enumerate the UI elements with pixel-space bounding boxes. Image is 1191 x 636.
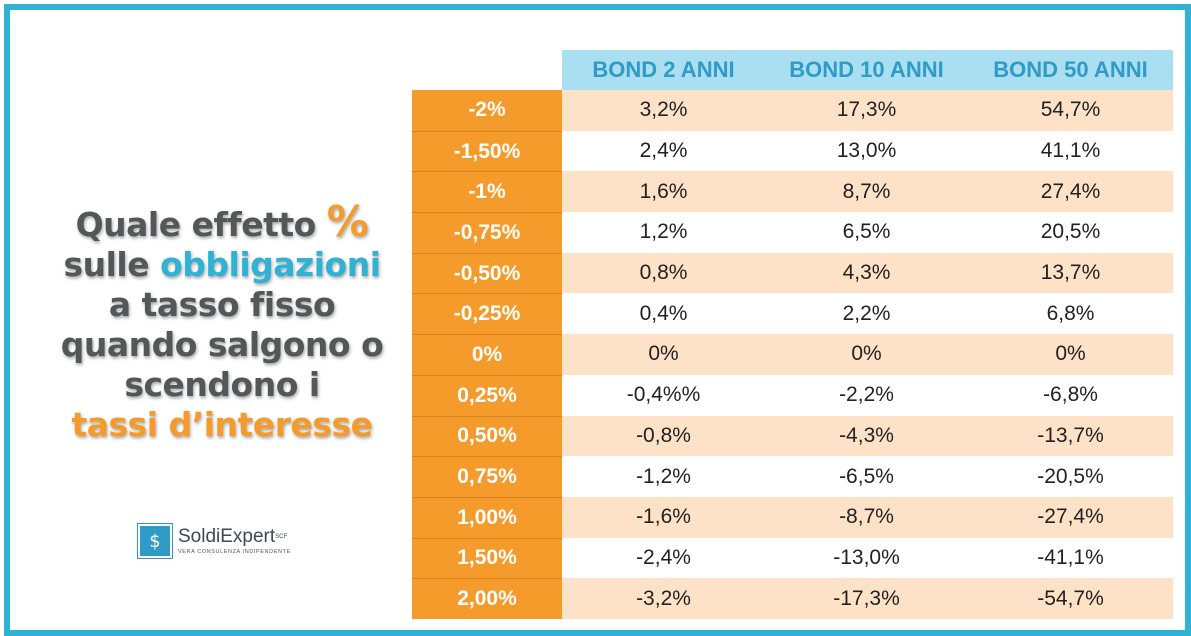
price-change-cell: 4,3% — [765, 252, 968, 294]
table-row: -0,75% 1,2% 6,5% 20,5% — [412, 212, 1173, 253]
price-change-cell: -4,3% — [765, 415, 968, 457]
table-body: -2% 3,2% 17,3% 54,7% -1,50% 2,4% 13,0% 41,1% -1%… — [412, 90, 1173, 619]
price-change-cell: -2,2% — [839, 383, 894, 407]
rate-change-label: 2,00% — [412, 578, 562, 619]
rate-change-label: -2% — [412, 90, 562, 131]
price-change-cell: -13,0% — [833, 545, 900, 569]
headline-highlight-bonds: obbligazioni — [160, 245, 381, 284]
rate-change-label: 0,50% — [412, 415, 562, 457]
rate-change-label: 1,50% — [412, 537, 562, 579]
table-row: 1,00% -1,6% -8,7% -27,4% — [412, 496, 1173, 538]
price-change-cell: -6,5% — [839, 464, 894, 488]
logo-name-text: SoldiExpert — [178, 526, 276, 547]
bond-sensitivity-table: BOND 2 ANNI BOND 10 ANNI BOND 50 ANNI -2… — [412, 50, 1173, 619]
price-change-cell: 20,5% — [1040, 220, 1101, 244]
headline-line-1-text: Quale effetto — [75, 205, 327, 244]
dollar-icon: $ — [138, 524, 172, 558]
price-change-cell: 13,7% — [968, 252, 1173, 294]
headline-line-1: Quale effetto % — [24, 201, 420, 245]
rate-change-label: 1,00% — [412, 496, 562, 538]
percent-symbol: % — [326, 197, 369, 246]
table-row: -1% 1,6% 8,7% 27,4% — [412, 171, 1173, 213]
price-change-cell: 54,7% — [968, 90, 1173, 131]
price-change-cell: 1,6% — [562, 171, 765, 213]
price-change-cell: 0% — [765, 334, 968, 375]
headline-line-2-text: sulle — [63, 245, 161, 284]
logo-name: SoldiExpertSCF — [178, 527, 291, 547]
headline-line-5: scendono i — [124, 365, 320, 404]
price-change-cell: 0,8% — [562, 252, 765, 294]
price-change-cell: -17,3% — [765, 578, 968, 619]
headline-highlight-rates: tassi d’interesse — [71, 405, 373, 444]
rate-change-label: -1,50% — [412, 130, 562, 172]
price-change-cell: -0,8% — [562, 415, 765, 457]
rate-change-label: 0,75% — [412, 456, 562, 497]
table-row: -1,50% 2,4% 13,0% 41,1% — [412, 130, 1173, 172]
table-row: 0% 0% 0% 0% — [412, 334, 1173, 375]
price-change-cell: -3,2% — [562, 578, 765, 619]
table-header-row: BOND 2 ANNI BOND 10 ANNI BOND 50 ANNI — [562, 50, 1173, 90]
price-change-cell: 0,4% — [639, 301, 688, 325]
table-row: -0,25% 0,4% 2,2% 6,8% — [412, 293, 1173, 335]
headline-line-2: sulle obbligazioni — [24, 245, 420, 285]
table-row: 1,50% -2,4% -13,0% -41,1% — [412, 537, 1173, 579]
price-change-cell: 0% — [968, 334, 1173, 375]
price-change-cell: -54,7% — [968, 578, 1173, 619]
table-row: -2% 3,2% 17,3% 54,7% — [412, 90, 1173, 131]
infographic-frame: Quale effetto % sulle obbligazioni a tas… — [4, 4, 1191, 636]
logo-superscript: SCF — [275, 534, 288, 540]
price-change-cell: 0% — [562, 334, 765, 375]
price-change-cell: 1,2% — [639, 220, 688, 244]
table-row: 2,00% -3,2% -17,3% -54,7% — [412, 578, 1173, 619]
headline-line-4: quando salgono o — [60, 325, 384, 364]
price-change-cell: 3,2% — [562, 90, 765, 131]
price-change-cell: -13,7% — [968, 415, 1173, 457]
soldiexpert-logo: $ SoldiExpertSCF VERA CONSULENZA INDIPEN… — [138, 524, 291, 558]
rate-change-label: -0,50% — [412, 252, 562, 294]
table-row: 0,25% -0,4%% -2,2% -6,8% — [412, 374, 1173, 416]
price-change-cell: -41,1% — [1037, 545, 1104, 569]
headline-line-3: a tasso fisso — [108, 285, 336, 324]
logo-text: SoldiExpertSCF VERA CONSULENZA INDIPENDE… — [178, 527, 291, 556]
price-change-cell: -1,6% — [562, 496, 765, 538]
price-change-cell: 8,7% — [765, 171, 968, 213]
table-row: -0,50% 0,8% 4,3% 13,7% — [412, 252, 1173, 294]
price-change-cell: 6,8% — [1046, 301, 1095, 325]
price-change-cell: -20,5% — [1037, 464, 1104, 488]
header-bond-2-years: BOND 2 ANNI — [562, 50, 765, 90]
price-change-cell: -2,4% — [636, 545, 691, 569]
headline: Quale effetto % sulle obbligazioni a tas… — [24, 201, 420, 445]
header-bond-50-years: BOND 50 ANNI — [968, 50, 1173, 90]
price-change-cell: -8,7% — [765, 496, 968, 538]
price-change-cell: 6,5% — [842, 220, 891, 244]
price-change-cell: 2,2% — [842, 301, 891, 325]
price-change-cell: -1,2% — [636, 464, 691, 488]
rate-change-label: 0,25% — [412, 374, 562, 416]
logo-tagline: VERA CONSULENZA INDIPENDENTE — [178, 549, 291, 555]
price-change-cell: 2,4% — [639, 139, 688, 163]
rate-change-label: 0% — [412, 334, 562, 375]
price-change-cell: -6,8% — [1043, 383, 1098, 407]
rate-change-label: -0,25% — [412, 293, 562, 335]
price-change-cell: 41,1% — [1040, 139, 1101, 163]
table-row: 0,75% -1,2% -6,5% -20,5% — [412, 456, 1173, 497]
price-change-cell: -27,4% — [968, 496, 1173, 538]
price-change-cell: 27,4% — [968, 171, 1173, 213]
rate-change-label: -1% — [412, 171, 562, 213]
table-row: 0,50% -0,8% -4,3% -13,7% — [412, 415, 1173, 457]
header-bond-10-years: BOND 10 ANNI — [765, 50, 968, 90]
price-change-cell: -0,4%% — [626, 383, 701, 407]
rate-change-label: -0,75% — [412, 212, 562, 253]
price-change-cell: 17,3% — [765, 90, 968, 131]
price-change-cell: 13,0% — [836, 139, 897, 163]
